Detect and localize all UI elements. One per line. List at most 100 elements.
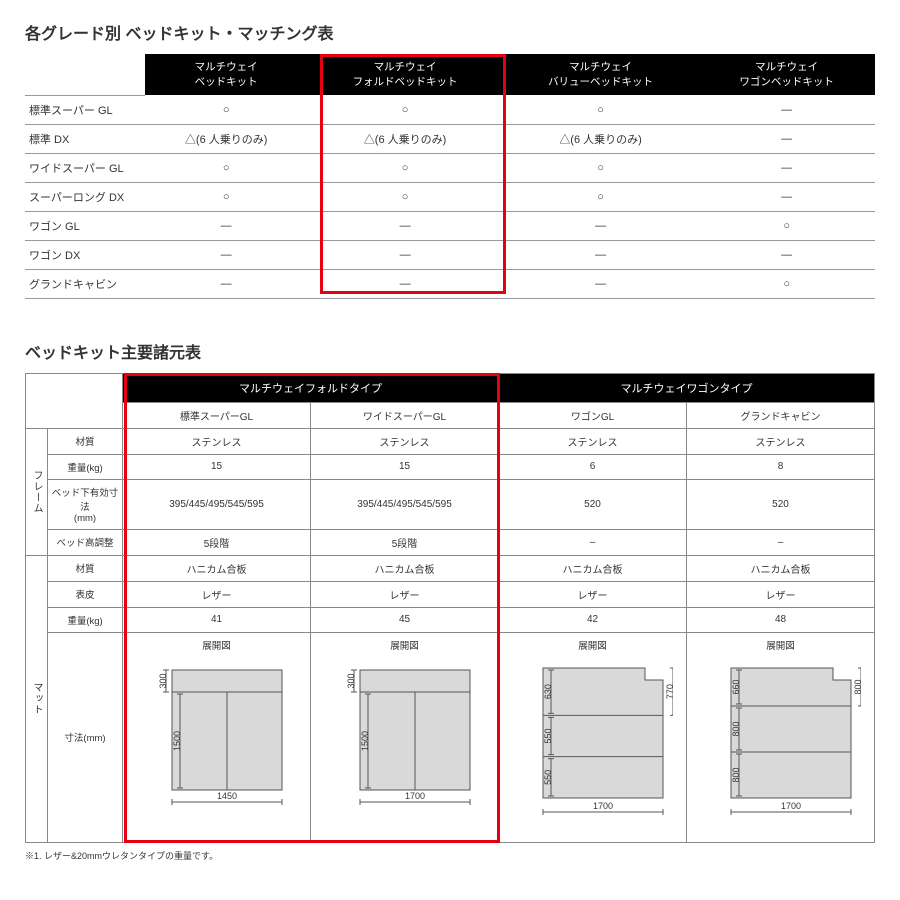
cell: 15 (123, 454, 311, 479)
cell: — (307, 211, 503, 240)
diagram-icon: 30015001700 (325, 660, 485, 830)
diagram-title: 展開図 (314, 638, 495, 652)
matching-title: 各グレード別 ベッドキット・マッチング表 (25, 20, 875, 44)
cell: — (503, 240, 699, 269)
cell: — (698, 153, 875, 182)
cell: レザー (499, 581, 687, 607)
match-header-0: マルチウェイベッドキット (145, 54, 307, 95)
cell: ○ (145, 182, 307, 211)
diagram-title: 展開図 (502, 638, 683, 652)
cell: — (503, 269, 699, 298)
cell: ハニカム合板 (311, 555, 499, 581)
cell: — (503, 211, 699, 240)
table-row: ワゴン GL———○ (25, 211, 875, 240)
diagram-cell: 展開図6305505507701700 (499, 632, 687, 842)
svg-text:1700: 1700 (592, 801, 612, 811)
spec-sub-3: グランドキャビン (687, 402, 875, 428)
diagram-row: 寸法(mm)展開図30015001450展開図30015001700展開図630… (26, 632, 875, 842)
spec-sub-1: ワイドスーパーGL (311, 402, 499, 428)
cell: 6 (499, 454, 687, 479)
spec-corner (26, 373, 123, 428)
cell: 5段階 (311, 529, 499, 555)
cell: ステンレス (123, 428, 311, 454)
table-row: 重量(kg)151568 (26, 454, 875, 479)
row-label: 材質 (48, 555, 123, 581)
table-row: ワゴン DX———— (25, 240, 875, 269)
cell: ○ (145, 153, 307, 182)
row-label: 材質 (48, 428, 123, 454)
row-label: スーパーロング DX (25, 182, 145, 211)
row-label: グランドキャビン (25, 269, 145, 298)
cell: ハニカム合板 (687, 555, 875, 581)
svg-text:770: 770 (665, 684, 673, 699)
cell: ハニカム合板 (499, 555, 687, 581)
svg-text:550: 550 (543, 770, 553, 785)
row-label: 標準スーパー GL (25, 95, 145, 124)
spec-sub-2: ワゴンGL (499, 402, 687, 428)
spec-note: ※1. レザー&20mmウレタンタイプの重量です。 (25, 849, 875, 862)
cell: — (698, 182, 875, 211)
cell: — (145, 269, 307, 298)
cell: ハニカム合板 (123, 555, 311, 581)
svg-text:630: 630 (543, 684, 553, 699)
table-row: 標準 DX△(6 人乗りのみ)△(6 人乗りのみ)△(6 人乗りのみ)— (25, 124, 875, 153)
svg-text:300: 300 (346, 673, 356, 688)
cell: 15 (311, 454, 499, 479)
svg-text:1500: 1500 (360, 731, 370, 751)
cell: 520 (499, 479, 687, 529)
svg-text:800: 800 (853, 679, 861, 694)
row-label: ベッド下有効寸法(mm) (48, 479, 123, 529)
cell: – (687, 529, 875, 555)
matching-section: 各グレード別 ベッドキット・マッチング表 マルチウェイベッドキット マルチウェイ… (25, 20, 875, 299)
diagram-title: 展開図 (690, 638, 871, 652)
cell: — (698, 124, 875, 153)
diagram-icon: 6608008008001700 (701, 660, 861, 830)
cell: △(6 人乗りのみ) (307, 124, 503, 153)
row-label: 重量(kg) (48, 607, 123, 632)
cell: ステンレス (311, 428, 499, 454)
cell: 8 (687, 454, 875, 479)
table-row: ワイドスーパー GL○○○— (25, 153, 875, 182)
cell: ○ (503, 153, 699, 182)
table-row: 標準スーパー GL○○○— (25, 95, 875, 124)
match-header-1: マルチウェイフォルドベッドキット (307, 54, 503, 95)
cell: レザー (123, 581, 311, 607)
cell: 395/445/495/545/595 (123, 479, 311, 529)
cell: レザー (311, 581, 499, 607)
cell: — (145, 240, 307, 269)
diagram-cell: 展開図30015001450 (123, 632, 311, 842)
svg-text:1700: 1700 (780, 801, 800, 811)
match-header-2: マルチウェイバリューベッドキット (503, 54, 699, 95)
spec-group-0: マルチウェイフォルドタイプ (123, 373, 499, 402)
spec-title: ベッドキット主要諸元表 (25, 339, 875, 363)
cell: ○ (307, 153, 503, 182)
cell: — (698, 240, 875, 269)
table-row: マット材質ハニカム合板ハニカム合板ハニカム合板ハニカム合板 (26, 555, 875, 581)
row-label: ワゴン GL (25, 211, 145, 240)
cell: △(6 人乗りのみ) (145, 124, 307, 153)
row-label: ベッド高調整 (48, 529, 123, 555)
cell: 395/445/495/545/595 (311, 479, 499, 529)
group-label: マット (26, 555, 48, 842)
spec-section: ベッドキット主要諸元表 マルチウェイフォルドタイプ マルチウェイワゴンタイプ 標… (25, 339, 875, 862)
cell: — (307, 269, 503, 298)
diagram-icon: 6305505507701700 (513, 660, 673, 830)
diagram-icon: 30015001450 (137, 660, 297, 830)
cell: — (698, 95, 875, 124)
row-label: 重量(kg) (48, 454, 123, 479)
group-label: フレーム (26, 428, 48, 555)
spec-group-1: マルチウェイワゴンタイプ (499, 373, 875, 402)
spec-sub-0: 標準スーパーGL (123, 402, 311, 428)
cell: ○ (307, 95, 503, 124)
row-label: ワゴン DX (25, 240, 145, 269)
row-label: ワイドスーパー GL (25, 153, 145, 182)
cell: 45 (311, 607, 499, 632)
svg-text:1500: 1500 (172, 731, 182, 751)
table-row: ベッド高調整5段階5段階–– (26, 529, 875, 555)
matching-body: 標準スーパー GL○○○—標準 DX△(6 人乗りのみ)△(6 人乗りのみ)△(… (25, 95, 875, 298)
cell: ○ (145, 95, 307, 124)
table-row: スーパーロング DX○○○— (25, 182, 875, 211)
row-label: 寸法(mm) (48, 632, 123, 842)
table-row: 重量(kg)41454248 (26, 607, 875, 632)
row-label: 表皮 (48, 581, 123, 607)
